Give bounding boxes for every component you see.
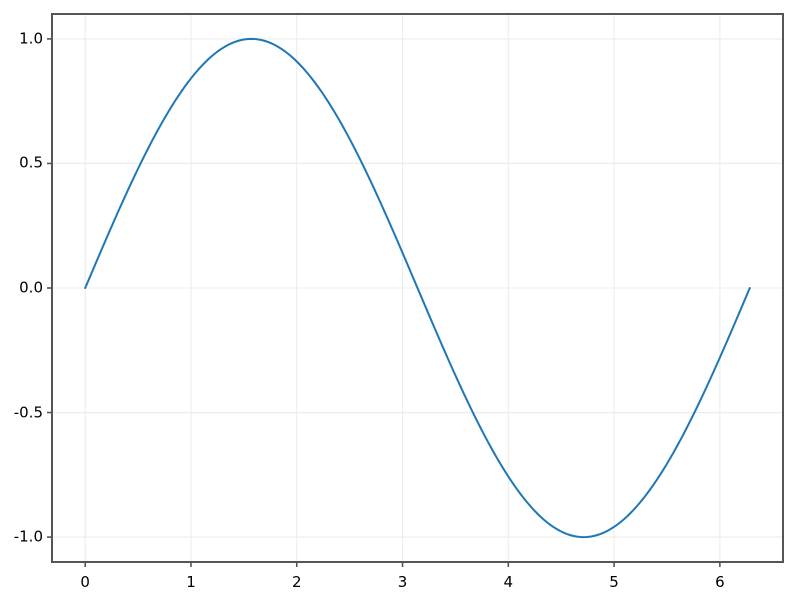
x-tick-label: 3 <box>397 573 408 591</box>
x-tick-label: 6 <box>715 573 725 591</box>
y-tick-label: 0.5 <box>19 153 43 172</box>
x-tick-label: 0 <box>80 573 90 591</box>
data-series-group <box>84 37 751 539</box>
y-tick-label: 0.0 <box>19 278 43 297</box>
x-tick-label: 5 <box>609 573 619 591</box>
y-tick-label: -0.5 <box>13 403 43 422</box>
y-tick-label: -1.0 <box>13 527 43 546</box>
line-series-sin <box>84 37 751 539</box>
x-tick-label: 4 <box>503 573 514 591</box>
x-tick-label: 1 <box>186 573 196 591</box>
y-tick-label: 1.0 <box>19 29 43 48</box>
tick-marks <box>47 38 721 567</box>
gridlines <box>52 14 783 562</box>
x-tick-label: 2 <box>291 573 302 591</box>
